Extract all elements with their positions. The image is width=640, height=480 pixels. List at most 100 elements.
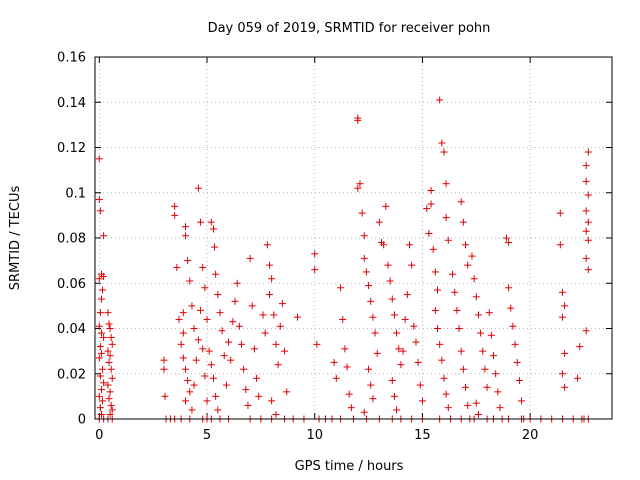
data-point: [181, 397, 189, 405]
data-point: [365, 282, 373, 290]
data-point: [268, 397, 276, 405]
data-point: [490, 352, 498, 360]
data-point: [442, 180, 450, 188]
y-tick-labels: 0 0.02 0.04 0.06 0.08 0.1 0.12 0.14 0.16: [57, 51, 86, 428]
chart-title: Day 059 of 2019, SRMTID for receiver poh…: [208, 21, 491, 36]
data-point: [371, 329, 379, 337]
data-point: [472, 293, 480, 301]
y-tick-label: 0.12: [57, 141, 86, 156]
data-point: [97, 410, 105, 418]
data-point: [212, 392, 220, 400]
data-point: [390, 392, 398, 400]
data-point: [440, 374, 448, 382]
data-point: [483, 383, 491, 391]
data-point: [477, 329, 485, 337]
data-point: [278, 300, 286, 308]
x-tick-label: 15: [414, 428, 431, 443]
data-point: [99, 365, 107, 373]
data-point: [265, 291, 273, 299]
data-point: [561, 383, 569, 391]
data-point: [95, 354, 103, 362]
data-point: [106, 352, 114, 360]
data-point: [427, 200, 435, 208]
data-point: [412, 338, 420, 346]
data-point: [436, 340, 444, 348]
data-point: [384, 261, 392, 269]
data-point: [97, 349, 105, 357]
x-tick-label: 10: [306, 428, 323, 443]
y-tick-label: 0.04: [57, 322, 86, 337]
data-point: [457, 347, 465, 355]
data-point: [397, 361, 405, 369]
data-point: [205, 347, 213, 355]
data-point: [436, 96, 444, 104]
data-point: [438, 139, 446, 147]
data-point: [507, 304, 515, 312]
data-point: [459, 218, 467, 226]
data-point: [99, 397, 107, 405]
data-point: [474, 410, 482, 418]
data-point: [265, 261, 273, 269]
data-point: [505, 239, 513, 247]
axis-ticks: [95, 56, 612, 420]
data-point: [388, 377, 396, 385]
data-point: [418, 397, 426, 405]
data-point: [171, 202, 179, 210]
data-point: [425, 229, 433, 237]
data-point: [380, 241, 388, 249]
data-point: [171, 211, 179, 219]
data-point: [382, 202, 390, 210]
data-point: [455, 325, 463, 332]
data-point: [95, 155, 103, 163]
data-point: [106, 410, 114, 418]
data-point: [440, 148, 448, 156]
data-point: [197, 306, 205, 314]
data-point: [199, 263, 207, 271]
data-point: [401, 315, 409, 323]
data-point: [462, 383, 470, 391]
data-point: [582, 162, 590, 170]
data-point: [173, 263, 181, 271]
data-point: [451, 288, 459, 296]
data-point: [209, 374, 217, 382]
data-point: [281, 347, 289, 355]
data-point: [160, 356, 168, 364]
data-point: [272, 340, 280, 348]
data-point: [367, 297, 375, 305]
data-point: [438, 356, 446, 364]
data-point: [464, 261, 472, 269]
data-point: [485, 309, 493, 317]
data-point: [100, 379, 108, 387]
data-point: [104, 309, 112, 317]
data-point: [513, 358, 521, 366]
data-point: [360, 254, 368, 262]
data-point: [341, 345, 349, 353]
data-point: [212, 270, 220, 278]
data-point: [246, 254, 254, 262]
data-point: [105, 320, 113, 328]
data-point: [188, 406, 196, 414]
data-point: [263, 241, 271, 249]
data-point: [518, 397, 526, 405]
data-point: [444, 236, 452, 244]
x-axis-label: GPS time / hours: [295, 459, 404, 474]
data-point: [184, 377, 192, 385]
data-point: [442, 214, 450, 222]
data-point: [97, 329, 105, 337]
data-point: [177, 340, 185, 348]
data-point: [190, 381, 198, 389]
data-point: [561, 349, 569, 357]
data-point: [356, 180, 364, 188]
data-point: [487, 331, 495, 339]
data-point: [462, 241, 470, 249]
data-point: [237, 340, 245, 348]
data-point: [393, 329, 401, 337]
data-point: [339, 315, 347, 323]
data-point: [354, 116, 362, 124]
data-point: [244, 401, 252, 409]
data-point: [259, 311, 267, 319]
plot-frame: [94, 56, 613, 420]
data-point: [365, 365, 373, 373]
data-point: [515, 377, 523, 385]
data-point: [576, 343, 584, 351]
